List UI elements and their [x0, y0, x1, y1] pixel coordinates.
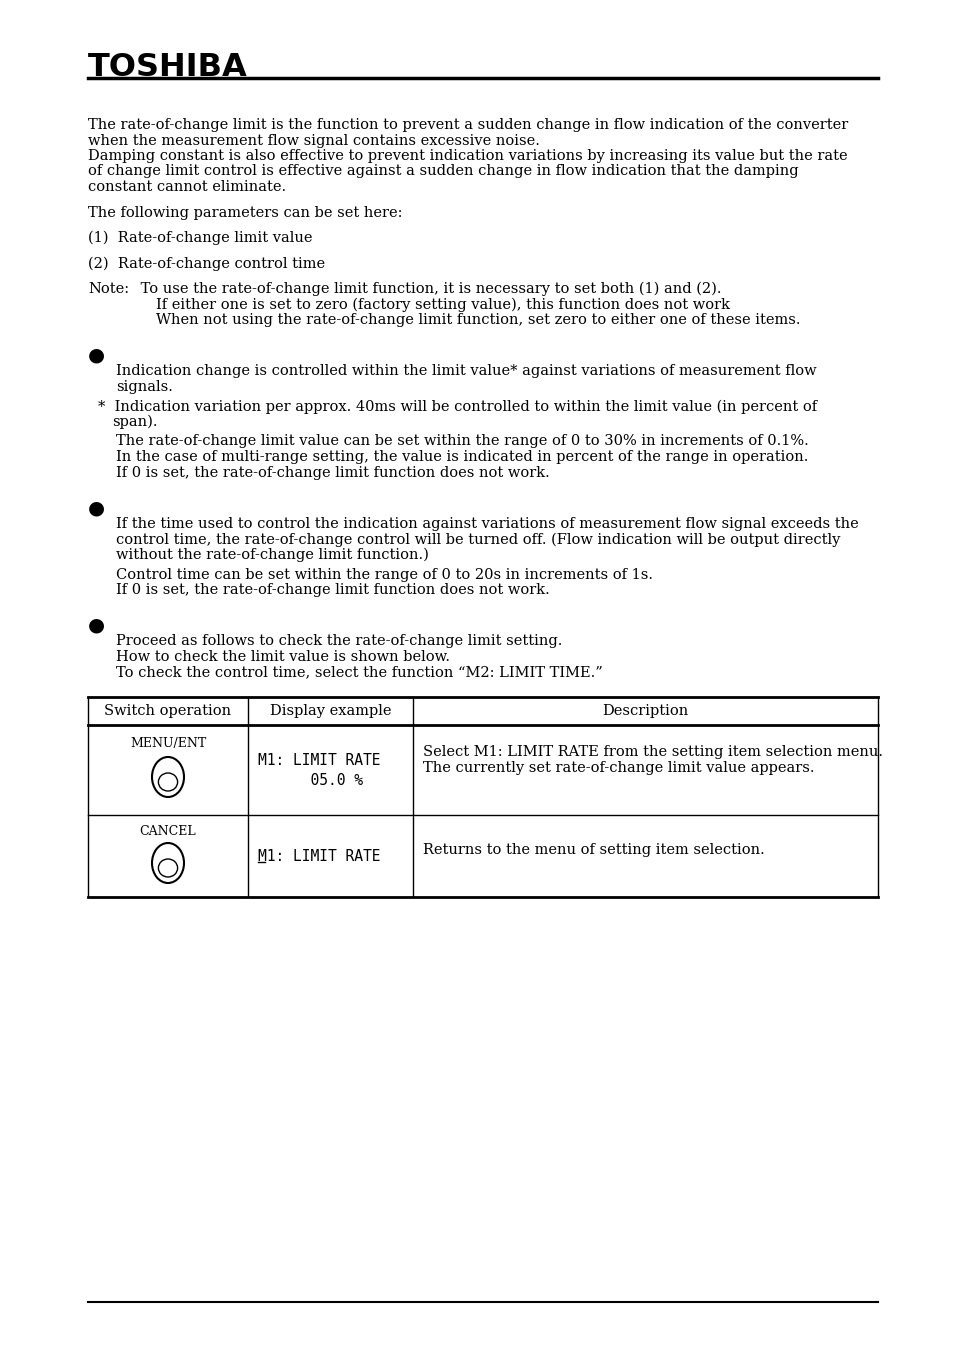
Text: control time, the rate-of-change control will be turned off. (Flow indication wi: control time, the rate-of-change control… — [116, 532, 840, 547]
Text: The following parameters can be set here:: The following parameters can be set here… — [88, 205, 402, 220]
Text: Control time can be set within the range of 0 to 20s in increments of 1s.: Control time can be set within the range… — [116, 567, 652, 582]
Text: Select M1: LIMIT RATE from the setting item selection menu.
The currently set ra: Select M1: LIMIT RATE from the setting i… — [422, 745, 882, 775]
Text: without the rate-of-change limit function.): without the rate-of-change limit functio… — [116, 548, 429, 563]
Text: CANCEL: CANCEL — [139, 825, 196, 838]
Text: TOSHIBA: TOSHIBA — [88, 53, 248, 82]
Text: constant cannot eliminate.: constant cannot eliminate. — [88, 180, 286, 194]
Text: 05.0 %: 05.0 % — [257, 774, 363, 788]
Text: Description: Description — [601, 703, 688, 718]
Text: *  Indication variation per approx. 40ms will be controlled to within the limit : * Indication variation per approx. 40ms … — [98, 400, 817, 414]
Text: M1: LIMIT RATE: M1: LIMIT RATE — [257, 849, 380, 864]
Text: To use the rate-of-change limit function, it is necessary to set both (1) and (2: To use the rate-of-change limit function… — [136, 282, 720, 297]
Text: when the measurement flow signal contains excessive noise.: when the measurement flow signal contain… — [88, 134, 539, 147]
Text: If 0 is set, the rate-of-change limit function does not work.: If 0 is set, the rate-of-change limit fu… — [116, 466, 549, 479]
Text: MENU/ENT: MENU/ENT — [130, 737, 206, 751]
Text: of change limit control is effective against a sudden change in flow indication : of change limit control is effective aga… — [88, 165, 798, 178]
Text: To check the control time, select the function “M2: LIMIT TIME.”: To check the control time, select the fu… — [116, 666, 602, 679]
Text: If 0 is set, the rate-of-change limit function does not work.: If 0 is set, the rate-of-change limit fu… — [116, 583, 549, 597]
Text: Indication change is controlled within the limit value* against variations of me: Indication change is controlled within t… — [116, 364, 816, 378]
Text: Note:: Note: — [88, 282, 129, 296]
Text: ●: ● — [88, 500, 105, 517]
Text: In the case of multi-range setting, the value is indicated in percent of the ran: In the case of multi-range setting, the … — [116, 450, 807, 464]
Text: Display example: Display example — [270, 703, 391, 718]
Text: If either one is set to zero (factory setting value), this function does not wor: If either one is set to zero (factory se… — [156, 297, 729, 312]
Text: The rate-of-change limit value can be set within the range of 0 to 30% in increm: The rate-of-change limit value can be se… — [116, 435, 808, 448]
Text: If the time used to control the indication against variations of measurement flo: If the time used to control the indicati… — [116, 517, 858, 531]
Text: (2)  Rate-of-change control time: (2) Rate-of-change control time — [88, 256, 325, 271]
Text: (1)  Rate-of-change limit value: (1) Rate-of-change limit value — [88, 231, 313, 246]
Text: signals.: signals. — [116, 379, 172, 394]
Text: When not using the rate-of-change limit function, set zero to either one of thes: When not using the rate-of-change limit … — [156, 313, 800, 327]
Text: How to check the limit value is shown below.: How to check the limit value is shown be… — [116, 649, 450, 664]
Text: ●: ● — [88, 347, 105, 364]
Text: Damping constant is also effective to prevent indication variations by increasin: Damping constant is also effective to pr… — [88, 148, 846, 163]
Text: Switch operation: Switch operation — [104, 703, 232, 718]
Text: ●: ● — [88, 617, 105, 634]
Text: Returns to the menu of setting item selection.: Returns to the menu of setting item sele… — [422, 842, 764, 857]
Text: span).: span). — [112, 414, 157, 429]
Text: Proceed as follows to check the rate-of-change limit setting.: Proceed as follows to check the rate-of-… — [116, 634, 561, 648]
Text: The rate-of-change limit is the function to prevent a sudden change in flow indi: The rate-of-change limit is the function… — [88, 117, 847, 132]
Text: M1: LIMIT RATE: M1: LIMIT RATE — [257, 753, 380, 768]
